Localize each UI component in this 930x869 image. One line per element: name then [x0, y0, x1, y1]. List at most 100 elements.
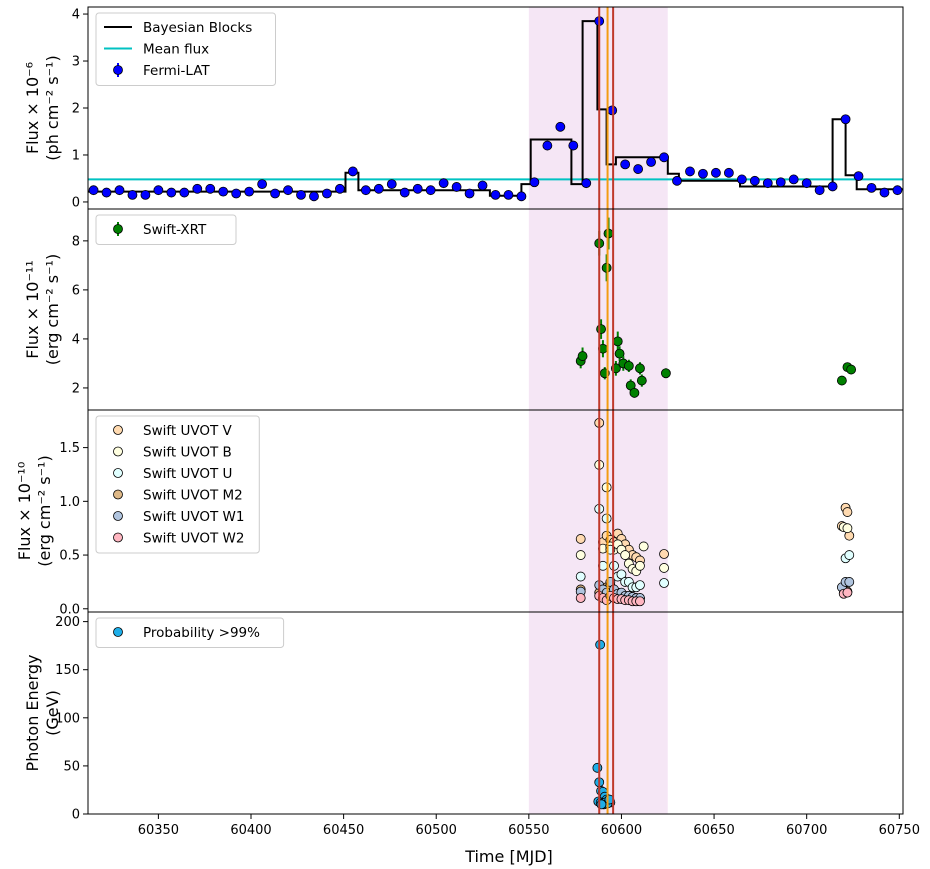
data-point — [192, 183, 203, 194]
data-point — [347, 166, 358, 177]
panels: 0 1 2 3 4 Flux × 10⁻⁶ (ph cm⁻² s⁻¹) Bayesian Bl… — [15, 6, 904, 823]
y-axis-label-line: Photon Energy — [23, 655, 42, 772]
data-point — [635, 363, 645, 374]
data-point — [529, 177, 540, 188]
data-point — [840, 114, 851, 125]
y-tick-label: 150 — [55, 663, 80, 678]
legend-label: Mean flux — [143, 42, 209, 58]
data-point — [629, 387, 640, 398]
y-axis-label: Photon Energy (GeV) — [23, 655, 62, 772]
x-tick-label: 60750 — [879, 823, 920, 838]
legend-label: Swift UVOT B — [143, 445, 232, 461]
data-point — [542, 140, 553, 151]
x-tick-label: 60500 — [416, 823, 457, 838]
y-tick-label: 0.5 — [59, 549, 80, 564]
data-point — [646, 157, 656, 167]
data-point — [614, 348, 625, 359]
data-point — [749, 175, 760, 186]
y-tick-label: 2 — [72, 102, 80, 117]
y-tick-label: 2 — [72, 381, 80, 396]
panel-photons: 0 50 100 150 200 Photon Energy (GeV) Probabilit… — [23, 611, 904, 823]
data-point — [231, 188, 242, 199]
data-point — [490, 190, 501, 200]
data-point — [853, 171, 864, 182]
data-point — [711, 167, 721, 178]
y-tick-label: 200 — [55, 615, 80, 630]
y-tick-label: 0 — [72, 808, 80, 823]
x-tick-label: 60550 — [508, 823, 549, 838]
data-point — [568, 140, 579, 151]
data-point — [399, 187, 410, 198]
legend-box — [95, 415, 260, 554]
data-point — [503, 190, 514, 200]
data-point — [635, 560, 645, 571]
data-point — [386, 179, 397, 190]
data-point — [555, 121, 566, 132]
data-point — [577, 351, 588, 361]
x-axis: 60350 60400 60450 60500 60550 60600 60650 60700… — [138, 814, 920, 838]
data-point — [775, 177, 786, 188]
y-tick-label: 1 — [72, 148, 80, 163]
legend-label: Bayesian Blocks — [143, 20, 252, 36]
data-point — [575, 550, 586, 560]
series-swift-uvot-b — [575, 459, 853, 577]
data-point — [638, 541, 649, 552]
legend-point-marker — [113, 489, 123, 500]
data-point — [814, 185, 825, 196]
legend-label: Swift UVOT W2 — [143, 531, 244, 547]
data-point — [592, 762, 603, 773]
legend-point-marker — [113, 511, 123, 521]
legend-box — [95, 12, 276, 86]
data-point — [723, 167, 734, 178]
x-tick-label: 60450 — [323, 823, 364, 838]
data-point — [322, 188, 332, 199]
data-point — [635, 580, 645, 591]
data-point — [309, 191, 319, 202]
data-point — [636, 375, 647, 386]
y-axis-label-line: (erg cm⁻² s⁻¹) — [43, 254, 62, 365]
data-point — [635, 596, 645, 607]
x-tick-label: 60650 — [693, 823, 734, 838]
data-point — [661, 368, 671, 379]
data-point — [205, 183, 216, 194]
data-point — [788, 174, 799, 185]
y-axis-label-line: (erg cm⁻² s⁻¹) — [35, 455, 54, 566]
legend-label: Swift UVOT W1 — [143, 509, 244, 525]
data-point — [127, 190, 138, 200]
data-point — [659, 578, 669, 588]
y-tick-label: 50 — [63, 759, 80, 774]
data-point — [114, 185, 125, 196]
legend-point-marker — [113, 446, 123, 457]
legend: Bayesian Blocks Mean flux Fermi-LAT — [95, 12, 276, 86]
legend-point-marker — [113, 627, 123, 637]
data-point — [844, 577, 855, 587]
data-point — [892, 185, 903, 196]
data-point — [575, 571, 586, 582]
data-point — [612, 336, 623, 347]
legend-label: Swift UVOT M2 — [143, 488, 243, 504]
data-point — [620, 159, 631, 170]
legend: Swift-XRT — [95, 214, 237, 245]
legend-point-marker — [113, 468, 123, 478]
data-point — [218, 186, 229, 197]
data-point — [633, 164, 644, 174]
x-axis-label: Time [MJD] — [464, 847, 553, 866]
y-tick-label: 4 — [72, 332, 80, 347]
legend-label: Swift UVOT U — [143, 466, 232, 482]
x-tick-label: 60400 — [230, 823, 271, 838]
series-swift-uvot-w2 — [575, 587, 853, 607]
data-point — [836, 375, 847, 386]
y-tick-label: 6 — [72, 283, 80, 298]
y-axis-label-line: Flux × 10⁻¹⁰ — [15, 462, 34, 560]
data-point — [575, 534, 586, 544]
y-tick-label: 0.0 — [59, 602, 80, 617]
y-tick-label: 1.5 — [59, 441, 80, 456]
data-point — [596, 324, 606, 335]
legend-box — [95, 617, 285, 648]
legend-label: Fermi-LAT — [143, 63, 210, 79]
y-axis-label: Flux × 10⁻¹¹ (erg cm⁻² s⁻¹) — [23, 254, 62, 365]
y-axis-label-line: (ph cm⁻² s⁻¹) — [43, 55, 62, 160]
data-point — [659, 152, 669, 163]
plot-area — [88, 16, 903, 202]
data-point — [844, 550, 855, 560]
